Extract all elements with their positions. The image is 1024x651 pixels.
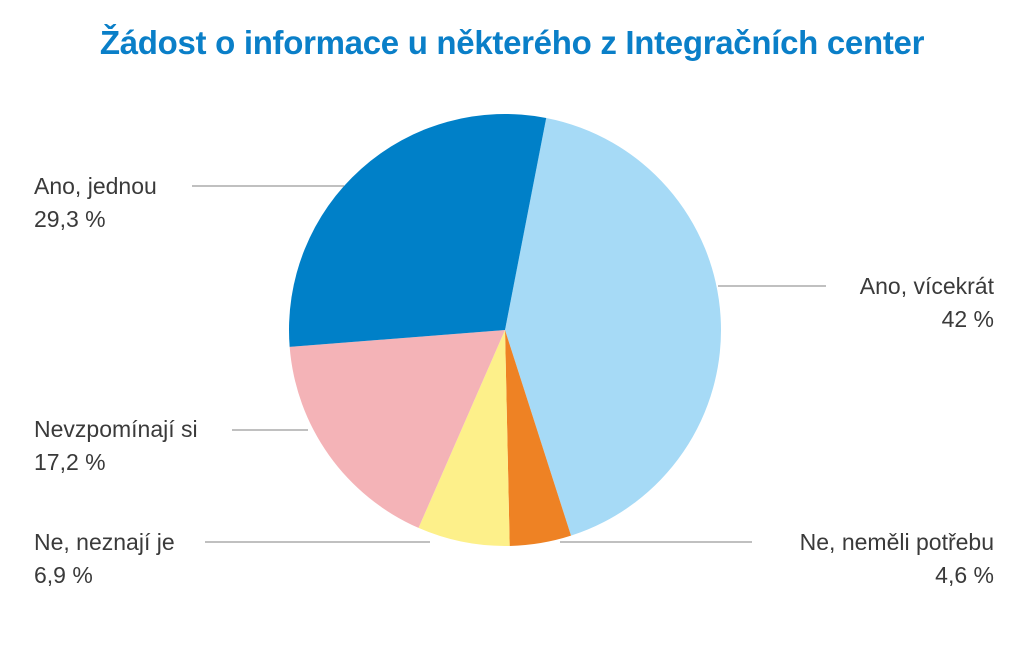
pie-slice-nevzpomínají-si: [289, 330, 505, 528]
slice-name: Ne, neměli potřebu: [799, 529, 994, 555]
slice-label-ano-jednou: Ano, jednou 29,3 %: [34, 170, 157, 236]
slice-value: 4,6 %: [935, 562, 994, 588]
slice-name: Nevzpomínají si: [34, 416, 198, 442]
slice-label-ano-vicekrat: Ano, vícekrát 42 %: [860, 270, 994, 336]
pie-slice-ano-vícekrát: [505, 117, 721, 536]
slice-name: Ano, jednou: [34, 173, 157, 199]
slice-label-ne-nemeli-potrebu: Ne, neměli potřebu 4,6 %: [800, 526, 994, 592]
slice-label-ne-neznaji-je: Ne, neznají je 6,9 %: [34, 526, 175, 592]
pie-slice-ne-neznají-je: [418, 330, 510, 546]
slice-name: Ne, neznají je: [34, 529, 175, 555]
slice-name: Ano, vícekrát: [859, 273, 994, 299]
slice-value: 17,2 %: [34, 449, 106, 475]
slice-value: 42 %: [941, 306, 994, 332]
slice-value: 29,3 %: [34, 206, 106, 232]
chart-title: Žádost o informace u některého z Integra…: [99, 24, 925, 61]
pie-slice-ne-neměli-potřebu: [505, 330, 572, 546]
slice-value: 6,9 %: [34, 562, 93, 588]
pie-slice-ano-jednou: [289, 113, 547, 347]
slice-label-nevzpominaji-si: Nevzpomínají si 17,2 %: [34, 413, 198, 479]
